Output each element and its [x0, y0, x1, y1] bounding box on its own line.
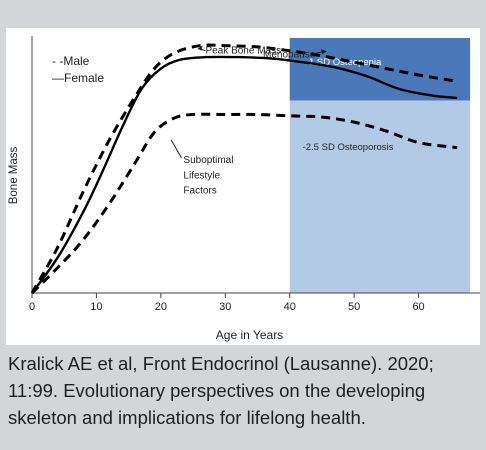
- suboptimal-label-line: Lifestyle: [183, 170, 220, 181]
- x-tick-label: 40: [284, 301, 296, 313]
- y-axis-label: Bone Mass: [8, 146, 20, 204]
- x-tick-label: 30: [219, 301, 231, 313]
- legend-male: - -Male: [52, 54, 90, 68]
- osteopenia-region: [289, 38, 471, 101]
- peak-bone-mass-label: Peak Bone Mass: [206, 46, 282, 57]
- bone-mass-chart: -1 SD Osteopenia -2.5 SD Osteoporosis 0 10…: [8, 36, 480, 342]
- x-tick-label: 10: [90, 301, 102, 313]
- x-axis-label: Age in Years: [216, 328, 283, 342]
- x-tick-label: 60: [412, 301, 424, 313]
- menopause-arrowhead: [321, 49, 328, 55]
- osteopenia-label: -1 SD Osteopenia: [306, 57, 382, 68]
- peak-arrowhead: [197, 45, 203, 51]
- chart-figure: -1 SD Osteopenia -2.5 SD Osteoporosis 0 10…: [6, 28, 480, 345]
- menopause-label: Menopause: [263, 49, 316, 60]
- x-tick-label: 50: [348, 301, 360, 313]
- female-line: [31, 55, 458, 294]
- suboptimal-label-line: Factors: [183, 186, 216, 197]
- suboptimal-line: [30, 112, 458, 295]
- x-tick-label: 0: [29, 301, 35, 313]
- osteoporosis-region: [289, 100, 471, 293]
- osteoporosis-label: -2.5 SD Osteoporosis: [303, 142, 394, 153]
- suboptimal-pointer: [170, 139, 182, 159]
- male-line: [30, 43, 458, 294]
- legend-female: —Female: [52, 71, 104, 85]
- figure-caption: Kralick AE et al, Front Endocrinol (Laus…: [8, 353, 434, 428]
- suboptimal-label-line: Suboptimal: [183, 155, 233, 166]
- x-tick-label: 20: [155, 301, 167, 313]
